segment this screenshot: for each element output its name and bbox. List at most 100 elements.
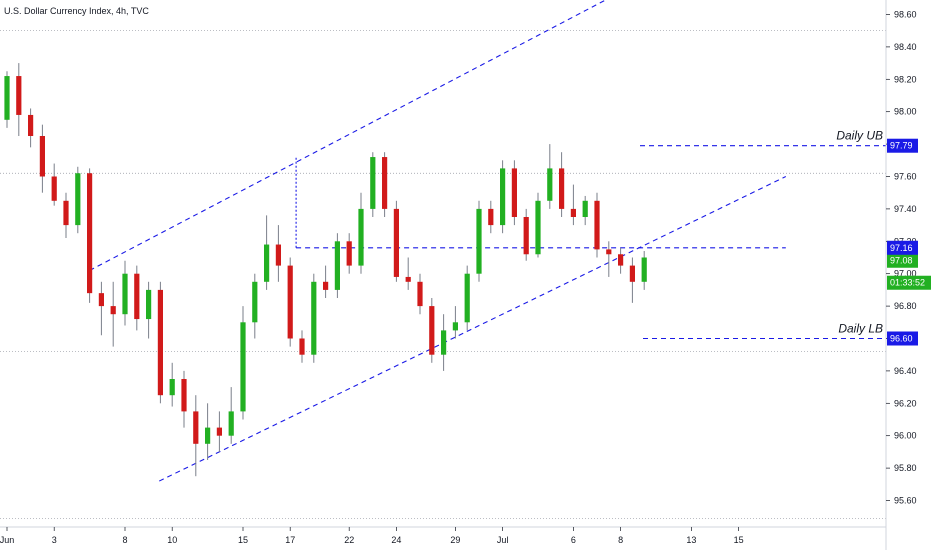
candle-body <box>429 306 435 355</box>
candle-body <box>110 306 116 315</box>
candle-body <box>63 200 69 226</box>
candle-body <box>287 265 293 339</box>
candle-body <box>323 281 329 290</box>
price-tick-label: 96.00 <box>894 431 917 441</box>
candle-body <box>358 208 364 266</box>
candle <box>500 160 506 234</box>
daily-lb-tag-bg <box>887 331 918 346</box>
candle-body <box>334 241 340 290</box>
candle <box>87 168 93 303</box>
candle <box>75 166 81 234</box>
candle <box>606 241 612 277</box>
candle-body <box>582 200 588 217</box>
chart-title: U.S. Dollar Currency Index, 4h, TVC <box>4 6 149 16</box>
candle-body <box>4 76 10 120</box>
countdown-bg <box>887 275 931 290</box>
candle <box>39 124 45 193</box>
time-tick-label: Jul <box>497 535 509 545</box>
candle-body <box>98 293 104 307</box>
candle <box>51 163 57 206</box>
candle <box>370 152 376 217</box>
candle-body <box>252 281 258 323</box>
price-axis[interactable]: 98.6098.4098.2098.0097.8097.6097.4097.20… <box>886 10 917 506</box>
time-tick-label: Jun <box>0 535 14 545</box>
price-tick-label: 98.40 <box>894 42 917 52</box>
candle <box>287 257 293 347</box>
candle-body <box>299 338 305 355</box>
candle <box>299 330 305 363</box>
last-price-tag: 97.08 <box>890 256 913 266</box>
candle-body <box>464 273 470 323</box>
candle-body <box>476 208 482 274</box>
time-tick-label: 17 <box>285 535 295 545</box>
daily-lb-tag: 96.60 <box>890 334 913 344</box>
price-tick-label: 95.60 <box>894 496 917 506</box>
candle <box>346 233 352 274</box>
candle <box>122 260 128 326</box>
price-tick-label: 96.20 <box>894 398 917 408</box>
candle <box>193 395 199 477</box>
time-axis[interactable]: Jun 3 8 10 15 17 22 24 29 Jul 6 8 13 15 <box>0 527 744 545</box>
candle <box>476 200 482 282</box>
candle-body <box>417 281 423 307</box>
candle-body <box>511 168 517 217</box>
candle <box>216 411 222 452</box>
candle-body <box>405 276 411 282</box>
price-tick-label: 96.40 <box>894 366 917 376</box>
candle-body <box>216 427 222 436</box>
time-tick-label: 8 <box>618 535 623 545</box>
candle-body <box>181 379 187 412</box>
countdown-timer: 01:33:52 <box>890 278 925 288</box>
price-tick-label: 96.80 <box>894 301 917 311</box>
price-tick-label: 97.00 <box>894 269 917 279</box>
time-tick-label: 22 <box>344 535 354 545</box>
candle <box>134 265 140 331</box>
candle-body <box>134 273 140 320</box>
candle <box>98 281 104 336</box>
candle-body <box>157 289 163 396</box>
channel-upper-line <box>89 0 607 271</box>
candle <box>28 108 34 148</box>
time-tick-label: 29 <box>450 535 460 545</box>
candle-body <box>393 208 399 277</box>
candle <box>535 192 541 258</box>
candle <box>311 273 317 363</box>
candle-body <box>535 200 541 255</box>
candle-body <box>523 217 529 255</box>
price-tags: 97.79 97.08 97.16 96.60 01:33:52 <box>887 138 931 346</box>
daily-ub-tag: 97.79 <box>890 141 913 151</box>
candle <box>547 144 553 209</box>
candle-body <box>51 176 57 201</box>
candle-body <box>193 411 199 444</box>
candle-body <box>122 273 128 315</box>
candle-body <box>311 281 317 355</box>
candle <box>205 403 211 460</box>
candle <box>63 192 69 239</box>
candle <box>452 306 458 339</box>
candle <box>16 63 22 136</box>
candle-body <box>28 114 34 136</box>
candle-body <box>146 289 152 320</box>
candle <box>488 200 494 234</box>
candle <box>181 370 187 428</box>
mid-level-tag-bg <box>887 240 918 255</box>
candle-body <box>39 136 45 177</box>
candle <box>559 152 565 217</box>
candle <box>275 225 281 282</box>
candle-body <box>382 157 388 209</box>
candle <box>618 247 624 274</box>
candle <box>252 273 258 339</box>
candle-body <box>641 257 647 282</box>
candle <box>169 362 175 407</box>
candle-body <box>87 173 93 294</box>
candle-body <box>205 427 211 444</box>
candle-body <box>441 330 447 355</box>
candle-body <box>452 322 458 331</box>
candle <box>4 71 10 128</box>
candle <box>264 215 270 290</box>
candle <box>334 233 340 298</box>
grid-lines <box>0 30 886 519</box>
candle <box>582 195 588 226</box>
candle-body <box>594 200 600 250</box>
